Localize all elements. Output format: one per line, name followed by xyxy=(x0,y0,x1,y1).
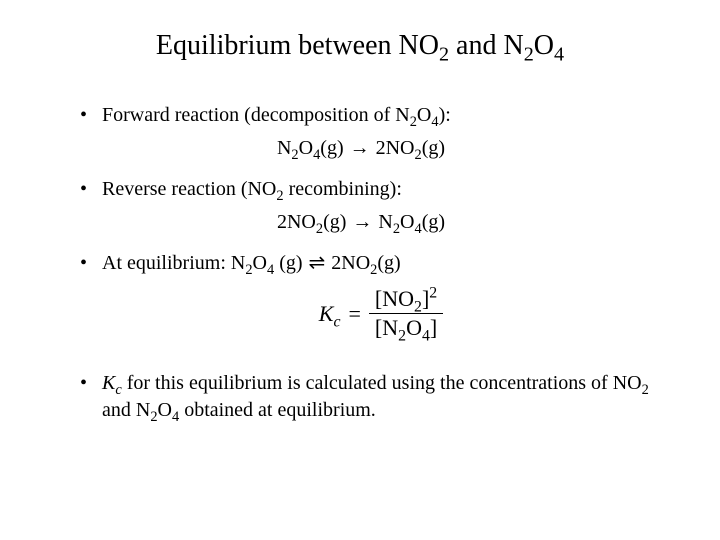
bullet-reverse-text: Reverse reaction (NO2 recombining): xyxy=(102,178,402,200)
kc-numerator: [NO2]2 xyxy=(369,287,443,313)
kc-fraction: [NO2]2 [N2O4] xyxy=(369,287,443,340)
bullet-list: Forward reaction (decomposition of N2O4)… xyxy=(60,102,660,424)
equation-reverse: 2NO2(g)→N2O4(g) xyxy=(102,209,660,236)
bullet-equilibrium: At equilibrium: N2O4 (g)⇌2NO2(g) Kc = [N… xyxy=(80,250,660,340)
kc-denominator: [N2O4] xyxy=(369,313,443,340)
equation-forward: N2O4(g)→2NO2(g) xyxy=(102,135,660,162)
kc-expression: Kc = [NO2]2 [N2O4] xyxy=(102,287,660,340)
page-title: Equilibrium between NO2 and N2O4 xyxy=(60,30,660,62)
bullet-forward: Forward reaction (decomposition of N2O4)… xyxy=(80,102,660,162)
bullet-kc-explanation-text: Kc for this equilibrium is calculated us… xyxy=(102,372,649,421)
bullet-forward-text: Forward reaction (decomposition of N2O4)… xyxy=(102,104,451,126)
equals-sign: = xyxy=(341,299,369,329)
bullet-reverse: Reverse reaction (NO2 recombining): 2NO2… xyxy=(80,176,660,236)
bullet-equilibrium-text: At equilibrium: N2O4 (g)⇌2NO2(g) xyxy=(102,252,401,274)
kc-symbol: Kc xyxy=(319,299,341,329)
bullet-kc-explanation: Kc for this equilibrium is calculated us… xyxy=(80,370,660,424)
